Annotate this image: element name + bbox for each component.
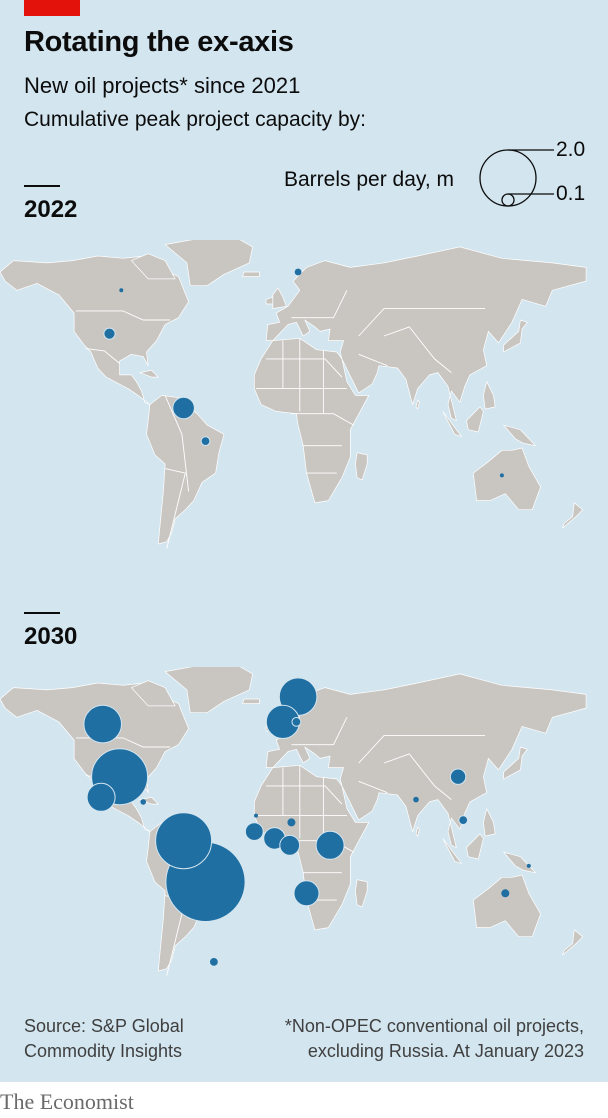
border-line	[358, 353, 388, 367]
iceland-landmass	[242, 271, 260, 277]
legend-label: Barrels per day, m	[284, 168, 454, 191]
land-masses	[0, 240, 587, 545]
footnote: *Non-OPEC conventional oil projects, exc…	[285, 1014, 584, 1064]
border-line	[165, 468, 186, 549]
cuba-landmass	[139, 369, 159, 378]
border-line	[291, 413, 354, 426]
project-bubble-united-states	[103, 327, 116, 340]
footnote-line-1: *Non-OPEC conventional oil projects,	[284, 1016, 584, 1036]
new-zealand-landmass	[562, 502, 584, 529]
japan-landmass	[503, 319, 528, 353]
legend-circle-max	[479, 149, 537, 207]
eurasia-landmass	[265, 673, 587, 848]
source-line-1: Source: S&P Global	[24, 1016, 184, 1036]
sumatra-landmass	[442, 838, 462, 864]
borneo-landmass	[466, 833, 484, 860]
source-note: Source: S&P Global Commodity Insights	[24, 1014, 184, 1064]
legend-circle-min	[501, 193, 515, 207]
borneo-landmass	[466, 406, 484, 433]
chart-subsubtitle: Cumulative peak project capacity by:	[24, 108, 366, 131]
project-bubble-china	[449, 768, 467, 785]
australia-landmass	[472, 447, 541, 511]
south-america-landmass	[146, 395, 225, 545]
chart-subtitle: New oil projects* since 2021	[24, 73, 301, 98]
border-line	[266, 785, 343, 805]
sumatra-landmass	[442, 411, 462, 437]
project-bubble-denmark	[291, 717, 302, 727]
philippines-landmass	[483, 381, 496, 410]
project-bubble-senegal	[254, 813, 258, 818]
project-bubble-uganda	[315, 830, 345, 860]
new-guinea-landmass	[503, 424, 536, 447]
legend-min-label: 0.1	[556, 182, 586, 205]
project-bubble-caribbean	[140, 799, 146, 805]
project-bubble-niger	[287, 818, 296, 827]
philippines-landmass	[483, 808, 496, 837]
border-line	[75, 310, 171, 321]
project-bubble-mexico	[86, 782, 116, 812]
year-rule-2030	[24, 612, 60, 614]
border-line	[291, 290, 348, 319]
project-bubble-argentina	[209, 957, 219, 967]
great-britain-landmass	[272, 287, 287, 309]
baffin-island-landmass	[131, 680, 176, 707]
footnote-line-2: excluding Russia. At January 2023	[307, 1041, 584, 1061]
world-map-2022	[0, 240, 587, 549]
project-bubble-nigeria	[279, 834, 301, 856]
ireland-landmass	[265, 296, 274, 305]
project-bubble-guinea	[244, 822, 264, 842]
greenland-landmass	[164, 240, 253, 287]
eurasia-landmass	[265, 246, 587, 421]
year-rule-2022	[24, 185, 60, 187]
year-label-2030: 2030	[24, 623, 78, 650]
cuba-landmass	[139, 796, 159, 805]
brand-tag	[24, 0, 80, 16]
australia-landmass	[472, 874, 541, 938]
project-bubble-norway	[294, 268, 302, 276]
japan-landmass	[503, 746, 528, 780]
madagascar-landmass	[355, 879, 368, 908]
baffin-island-landmass	[131, 253, 176, 280]
new-zealand-landmass	[562, 929, 584, 956]
publication-brand: The Economist	[0, 1089, 134, 1114]
project-bubble-vietnam	[458, 815, 469, 826]
project-bubble-australia	[501, 889, 510, 898]
border-line	[358, 735, 486, 764]
year-label-2022: 2022	[24, 196, 78, 223]
project-bubbles	[83, 677, 531, 967]
border-line	[291, 717, 348, 746]
border-line	[383, 326, 452, 373]
project-bubbles	[103, 268, 504, 478]
border-line	[266, 358, 343, 378]
legend-size-key	[479, 149, 554, 207]
border-line	[358, 308, 486, 337]
project-bubble-brazil	[200, 436, 211, 447]
project-bubble-guyana	[172, 396, 195, 420]
project-bubble-canada	[119, 288, 124, 293]
project-bubble-india	[413, 796, 419, 803]
country-borders	[75, 290, 486, 549]
madagascar-landmass	[355, 452, 368, 481]
sri-lanka-landmass	[415, 399, 420, 410]
project-bubble-namibia	[293, 880, 320, 907]
iceland-landmass	[242, 698, 260, 704]
project-bubble-canada	[83, 704, 122, 744]
greenland-landmass	[164, 667, 253, 714]
border-line	[383, 753, 452, 800]
project-bubble-australia	[499, 473, 504, 478]
legend-max-label: 2.0	[556, 138, 586, 161]
world-map-2030	[0, 667, 587, 976]
source-line-2: Commodity Insights	[24, 1041, 183, 1061]
border-line	[358, 780, 388, 794]
new-guinea-landmass	[503, 851, 536, 874]
sri-lanka-landmass	[415, 826, 420, 837]
chart-title: Rotating the ex-axis	[24, 26, 294, 58]
border-line	[85, 348, 120, 364]
border-line	[164, 395, 190, 492]
project-bubble-guyana	[155, 812, 213, 870]
project-bubble-papua-new-guinea	[526, 863, 531, 868]
